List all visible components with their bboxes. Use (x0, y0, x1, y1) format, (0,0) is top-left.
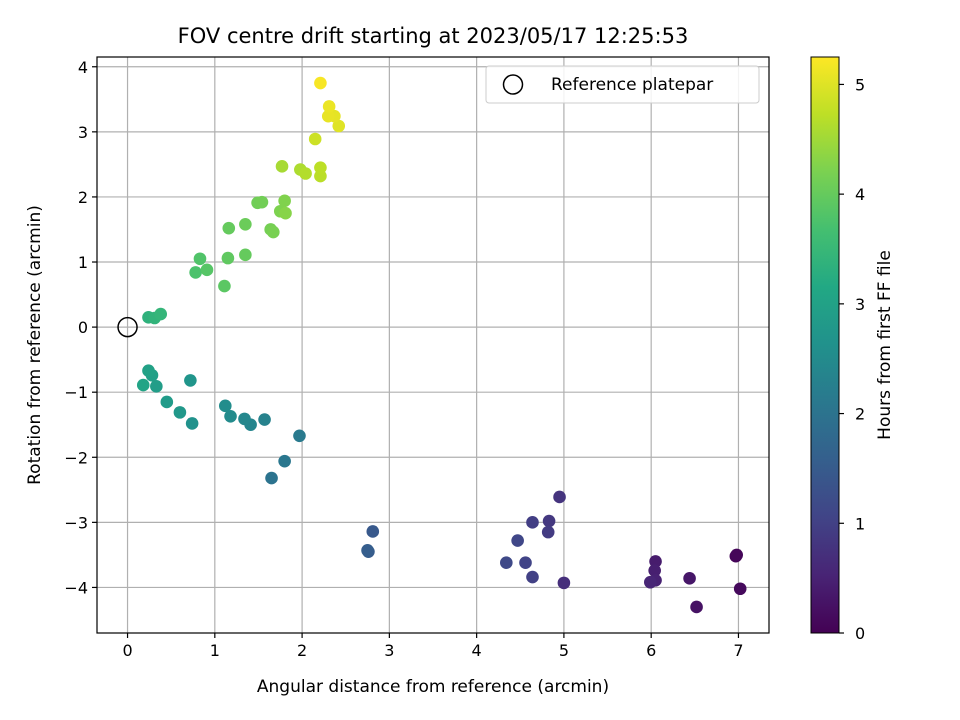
y-tick-label: 3 (78, 123, 88, 142)
data-point (160, 395, 174, 409)
data-point (278, 194, 291, 208)
data-point (322, 100, 336, 113)
data-point (314, 76, 327, 90)
data-points (136, 76, 747, 614)
data-point (690, 600, 703, 614)
colorbar-tick-label: 3 (855, 295, 865, 314)
data-point (648, 564, 661, 577)
data-point (500, 556, 513, 570)
y-tick-label: −2 (64, 448, 88, 467)
y-axis-label: Rotation from reference (arcmin) (25, 205, 45, 485)
y-tick-label: −1 (64, 383, 88, 402)
data-point (683, 572, 696, 585)
data-point (299, 167, 312, 180)
data-point (644, 575, 657, 589)
data-point (255, 195, 269, 209)
colorbar-label: Hours from first FF file (875, 250, 895, 440)
y-tick-label: 4 (78, 58, 88, 77)
colorbar-gradient (810, 56, 840, 634)
data-point (154, 307, 168, 321)
data-point (185, 417, 199, 430)
y-tick-label: 1 (78, 253, 88, 272)
x-tick-label: 5 (559, 641, 569, 660)
x-tick-label: 0 (122, 641, 132, 660)
y-tick-label: −4 (64, 578, 88, 597)
plot-frame (96, 56, 770, 634)
x-axis-label: Angular distance from reference (arcmin) (257, 677, 609, 697)
y-ticks: −4 −3 −2 −1 0 1 2 3 4 (64, 58, 97, 597)
data-point (542, 514, 556, 528)
reference-platepar-marker (117, 316, 138, 338)
y-tick-label: −3 (64, 513, 88, 532)
x-ticks: 0 1 2 3 4 5 6 7 (122, 633, 744, 660)
x-tick-label: 2 (297, 641, 307, 660)
colorbar: 0 1 2 3 4 5 Hours from first FF file (810, 56, 895, 643)
data-point (239, 217, 252, 231)
y-tick-label: 0 (78, 318, 88, 337)
data-point (258, 413, 271, 426)
data-point (224, 409, 237, 423)
data-point (314, 161, 327, 174)
legend-marker (502, 74, 524, 95)
colorbar-tick-label: 1 (855, 514, 865, 533)
data-point (733, 582, 747, 596)
data-point (265, 471, 278, 485)
data-point (553, 490, 566, 504)
colorbar-ticks: 0 1 2 3 4 5 (839, 75, 865, 643)
data-point (332, 119, 346, 133)
chart-title: FOV centre drift starting at 2023/05/17 … (178, 24, 689, 48)
x-tick-label: 7 (733, 641, 743, 660)
data-point (142, 364, 155, 378)
colorbar-tick-label: 5 (855, 75, 865, 94)
data-point (321, 109, 335, 123)
data-point (557, 576, 571, 590)
data-point (366, 525, 380, 538)
data-point (173, 406, 187, 419)
legend: Reference platepar (485, 65, 760, 104)
data-point (279, 206, 292, 220)
data-point (193, 252, 207, 266)
data-point (218, 399, 232, 413)
data-point (519, 556, 532, 570)
data-point (649, 555, 662, 568)
data-point (511, 534, 524, 547)
data-point (526, 516, 539, 529)
grid (97, 57, 769, 633)
data-point (308, 132, 322, 146)
data-point (136, 378, 150, 392)
data-point (238, 412, 251, 426)
data-point (541, 525, 555, 539)
data-point (361, 544, 374, 557)
legend-box (485, 65, 760, 104)
data-point (266, 225, 280, 239)
data-point (221, 251, 235, 265)
data-point (526, 570, 539, 584)
data-point (730, 548, 744, 562)
y-tick-label: 2 (78, 188, 88, 207)
data-point (222, 221, 236, 235)
data-point (218, 279, 231, 293)
data-point (184, 374, 197, 387)
data-point (189, 266, 202, 279)
colorbar-tick-label: 4 (855, 185, 865, 204)
x-tick-label: 6 (646, 641, 656, 660)
data-point (278, 454, 291, 468)
colorbar-tick-label: 2 (855, 405, 865, 424)
x-tick-label: 3 (384, 641, 394, 660)
data-point (239, 248, 252, 262)
legend-label: Reference platepar (551, 75, 713, 95)
x-tick-label: 4 (472, 641, 482, 660)
data-point (275, 160, 289, 173)
x-tick-label: 1 (210, 641, 220, 660)
reference-marker-layer (117, 316, 138, 338)
data-point (150, 380, 163, 393)
data-point (200, 263, 214, 277)
data-point (293, 429, 306, 443)
colorbar-tick-label: 0 (855, 624, 865, 643)
